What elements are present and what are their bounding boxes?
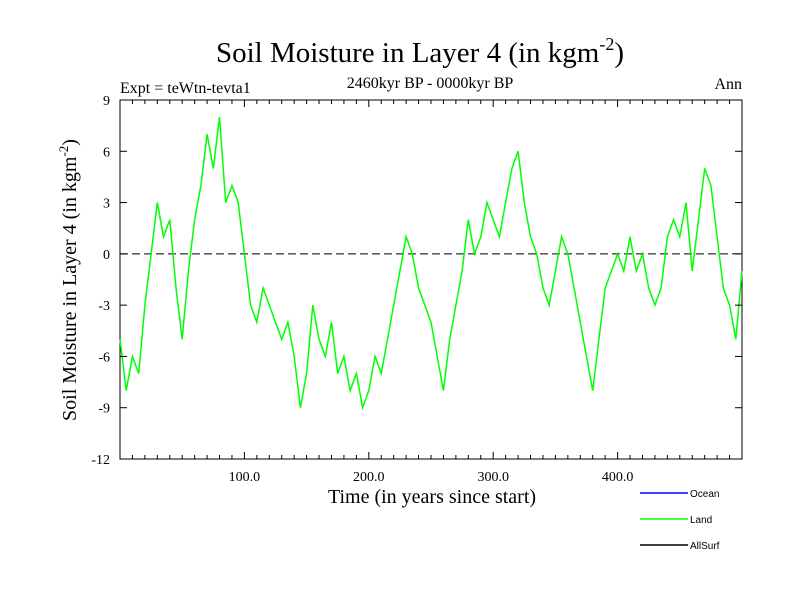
y-tick-label: 9 xyxy=(103,94,110,109)
season-label: Ann xyxy=(714,76,742,93)
y-tick-label: 3 xyxy=(103,197,110,212)
x-axis-label: Time (in years since start) xyxy=(328,486,536,508)
y-tick-label: -6 xyxy=(98,350,110,365)
x-tick-label: 400.0 xyxy=(602,470,634,485)
legend-label-land: Land xyxy=(690,515,712,526)
x-tick-label: 100.0 xyxy=(229,470,261,485)
y-axis-label-suffix: ) xyxy=(59,139,81,146)
x-axis-ticks: 100.0 200.0 300.0 400.0 xyxy=(131,100,731,485)
chart-title-suffix: ) xyxy=(614,37,624,69)
legend-label-ocean: Ocean xyxy=(690,489,719,500)
x-tick-label: 200.0 xyxy=(353,470,385,485)
series-land-line xyxy=(119,117,743,411)
y-axis-label: Soil Moisture in Layer 4 (in kgm-2) xyxy=(56,139,81,421)
y-axis-ticks: -12 -9 -6 -3 0 3 6 9 xyxy=(91,94,742,468)
legend-label-allsurf: AllSurf xyxy=(690,541,720,552)
plot-frame xyxy=(119,99,743,460)
chart-title: Soil Moisture in Layer 4 (in kgm-2) xyxy=(216,34,624,69)
y-tick-label: 0 xyxy=(103,248,110,263)
chart-title-superscript: -2 xyxy=(599,34,614,54)
y-tick-label: -12 xyxy=(91,453,110,468)
chart-subtitle: 2460kyr BP - 0000kyr BP xyxy=(347,75,514,92)
y-axis-label-superscript: -2 xyxy=(56,146,71,157)
y-tick-label: -3 xyxy=(98,299,110,314)
y-tick-label: -9 xyxy=(98,402,110,417)
experiment-label: Expt = teWtn-tevta1 xyxy=(120,80,251,97)
x-tick-label: 300.0 xyxy=(477,470,509,485)
legend: Ocean Land AllSurf xyxy=(640,489,720,552)
y-tick-label: 6 xyxy=(103,145,110,160)
